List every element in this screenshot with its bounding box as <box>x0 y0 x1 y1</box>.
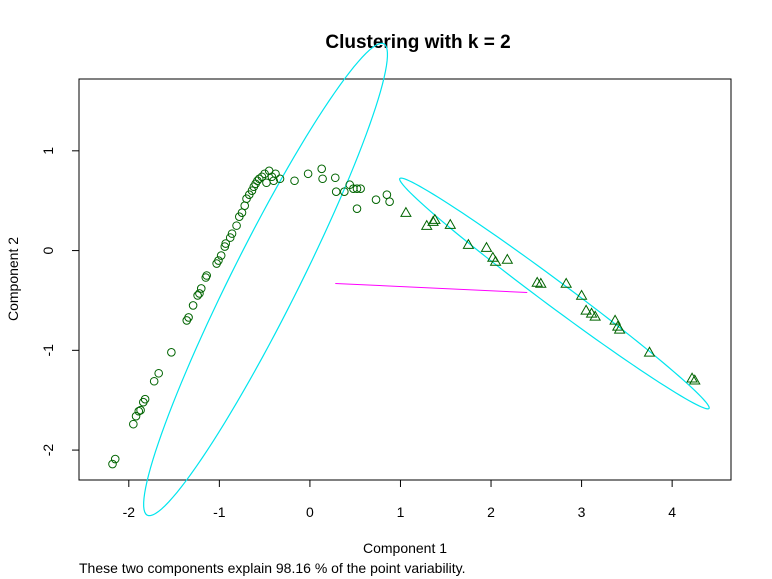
point-circle <box>136 405 145 415</box>
y-tick-label: 1 <box>40 147 56 155</box>
point-circle <box>216 251 226 260</box>
cluster-distance-line <box>335 282 528 293</box>
x-tick-label: 2 <box>487 504 495 520</box>
point-circle <box>154 368 163 378</box>
point-circle <box>262 178 271 188</box>
y-tick-label: 0 <box>40 246 56 254</box>
point-triangle <box>489 255 502 266</box>
point-circle <box>110 454 120 464</box>
point-circle <box>221 239 230 248</box>
y-tick-label: -2 <box>40 444 56 457</box>
point-circle <box>385 197 394 206</box>
point-triangle <box>444 218 457 229</box>
point-triangle <box>501 253 514 264</box>
point-circle <box>167 348 176 357</box>
point-circle <box>195 289 204 298</box>
cluster-distance-segment <box>335 282 528 293</box>
point-circle <box>352 204 362 213</box>
x-tick-label: 3 <box>578 504 586 520</box>
point-circle <box>254 174 264 184</box>
point-triangle <box>462 238 475 249</box>
point-triangle <box>400 206 412 217</box>
point-circle <box>196 284 206 293</box>
x-axis: -2 -1 0 1 2 3 4 <box>123 479 676 520</box>
point-circle <box>317 164 326 174</box>
point-triangle <box>575 289 588 300</box>
point-circle <box>232 221 241 230</box>
chart-title: Clustering with k = 2 <box>325 32 510 53</box>
cluster-ellipse-1 <box>143 42 389 517</box>
y-axis-label: Component 2 <box>5 237 21 321</box>
point-triangle <box>609 314 621 325</box>
point-circle <box>193 291 202 300</box>
point-circle <box>331 187 341 197</box>
point-circle <box>227 229 237 238</box>
point-circle <box>134 406 144 416</box>
point-circle <box>352 184 362 194</box>
point-triangle <box>643 346 656 357</box>
x-tick-label: -1 <box>213 504 226 520</box>
point-circle <box>271 169 280 179</box>
point-circle <box>340 187 349 197</box>
point-triangle <box>589 310 602 321</box>
point-circle <box>247 186 257 196</box>
point-triangle <box>480 241 493 252</box>
point-triangle <box>686 372 698 383</box>
point-triangle <box>580 304 592 315</box>
point-circle <box>184 313 193 322</box>
point-circle <box>303 169 313 179</box>
point-circle <box>356 184 365 194</box>
data-points <box>108 164 701 469</box>
point-triangle <box>560 277 573 288</box>
point-triangle <box>534 277 547 288</box>
point-circle <box>275 174 285 184</box>
variability-footnote: These two components explain 98.16 % of … <box>79 560 466 576</box>
x-tick-label: -2 <box>123 504 136 520</box>
point-triangle <box>688 374 701 385</box>
point-triangle <box>427 215 439 226</box>
point-circle <box>290 176 299 186</box>
y-axis: -2 -1 0 1 <box>40 147 80 457</box>
point-triangle <box>531 276 544 287</box>
point-circle <box>225 233 235 242</box>
point-circle <box>149 376 159 386</box>
cluster-ellipse-2 <box>399 177 710 410</box>
point-circle <box>129 419 138 429</box>
point-circle <box>214 256 223 265</box>
point-circle <box>188 301 198 310</box>
point-circle <box>330 173 340 183</box>
point-circle <box>131 411 141 421</box>
point-circle <box>140 394 150 404</box>
x-tick-label: 1 <box>397 504 405 520</box>
point-circle <box>318 174 327 184</box>
point-triangle <box>429 213 441 224</box>
point-circle <box>257 172 267 182</box>
x-axis-label: Component 1 <box>363 540 447 556</box>
plot-frame <box>78 78 732 481</box>
x-tick-label: 0 <box>306 504 314 520</box>
point-circle <box>202 271 211 280</box>
y-tick-label: -1 <box>40 344 56 357</box>
point-triangle <box>613 323 626 334</box>
point-circle <box>260 169 269 179</box>
point-circle <box>382 190 392 200</box>
point-circle <box>371 195 381 204</box>
x-tick-label: 4 <box>668 504 676 520</box>
point-circle <box>240 201 250 210</box>
cluster-ellipses <box>143 42 710 517</box>
point-circle <box>108 459 117 469</box>
